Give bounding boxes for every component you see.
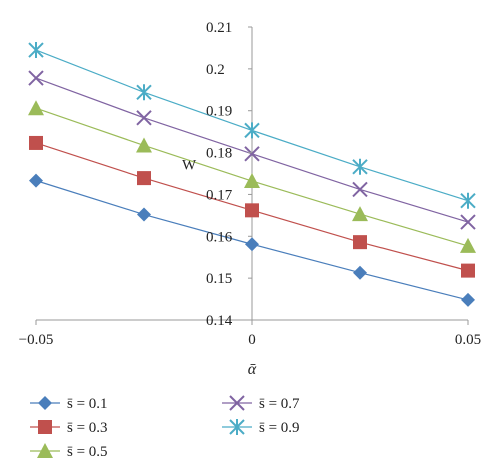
data-point bbox=[28, 70, 44, 86]
y-tick-label: 0.17 bbox=[206, 187, 233, 203]
data-point bbox=[352, 206, 368, 222]
series-2 bbox=[29, 135, 475, 278]
data-point bbox=[29, 173, 43, 188]
data-point bbox=[244, 146, 260, 162]
legend-item: s̄ = 0.5 bbox=[30, 443, 108, 460]
y-tick-label: 0.15 bbox=[206, 271, 232, 287]
legend-item: s̄ = 0.3 bbox=[30, 420, 108, 436]
ticks-layer: 0.14 0.15 0.16 0.17 0.18 0.19 0.2 0.21 −0.05 0 0.0… bbox=[19, 20, 481, 348]
data-point bbox=[244, 173, 260, 189]
data-point bbox=[461, 263, 475, 278]
data-point bbox=[245, 237, 259, 252]
x-axis-label: ᾱ bbox=[248, 361, 257, 378]
y-axis-label: W bbox=[182, 157, 197, 173]
y-tick-label: 0.21 bbox=[206, 20, 232, 36]
data-point bbox=[28, 42, 44, 59]
data-point bbox=[352, 181, 368, 198]
data-point bbox=[460, 192, 476, 209]
legend-item: s̄ = 0.1 bbox=[30, 396, 108, 412]
data-point bbox=[245, 203, 259, 218]
legend-label: s̄ = 0.1 bbox=[67, 396, 108, 412]
data-point bbox=[28, 100, 44, 116]
data-point bbox=[461, 292, 475, 307]
x-tick-label: 0.05 bbox=[455, 332, 481, 348]
series-5 bbox=[28, 42, 476, 209]
x-tick-label: 0 bbox=[248, 332, 256, 348]
y-tick-label: 0.18 bbox=[206, 146, 232, 162]
data-point bbox=[137, 171, 151, 186]
data-point bbox=[460, 214, 476, 230]
legend-marker bbox=[37, 443, 53, 458]
data-point bbox=[353, 235, 367, 250]
legend-label: s̄ = 0.7 bbox=[259, 396, 300, 412]
legend-label: s̄ = 0.3 bbox=[67, 420, 108, 436]
data-point bbox=[136, 110, 152, 126]
legend-label: s̄ = 0.5 bbox=[67, 444, 108, 460]
y-tick-label: 0.16 bbox=[206, 229, 233, 245]
y-tick-label: 0.2 bbox=[206, 62, 225, 78]
legend-item: s̄ = 0.9 bbox=[222, 419, 300, 436]
series-layer bbox=[28, 42, 476, 307]
data-point bbox=[136, 84, 152, 101]
data-point bbox=[353, 265, 367, 280]
data-point bbox=[352, 158, 368, 175]
data-point bbox=[244, 122, 260, 139]
legend-marker bbox=[38, 420, 52, 434]
legend-marker bbox=[229, 395, 245, 411]
y-tick-label: 0.19 bbox=[206, 104, 232, 120]
series-4 bbox=[28, 70, 476, 230]
legend: s̄ = 0.1 s̄ = 0.3 s̄ = 0.5 s̄ = 0.7 s̄ = 0.9 bbox=[30, 395, 300, 460]
series-3 bbox=[28, 100, 476, 253]
data-point bbox=[460, 237, 476, 253]
data-point bbox=[29, 135, 43, 150]
series-1 bbox=[29, 173, 475, 307]
legend-label: s̄ = 0.9 bbox=[259, 420, 300, 436]
x-tick-label: −0.05 bbox=[19, 332, 54, 348]
data-point bbox=[137, 207, 151, 222]
y-tick-label: 0.14 bbox=[206, 313, 233, 329]
legend-marker bbox=[38, 396, 52, 410]
data-point bbox=[136, 137, 152, 153]
legend-marker bbox=[229, 419, 245, 435]
legend-item: s̄ = 0.7 bbox=[222, 395, 300, 412]
